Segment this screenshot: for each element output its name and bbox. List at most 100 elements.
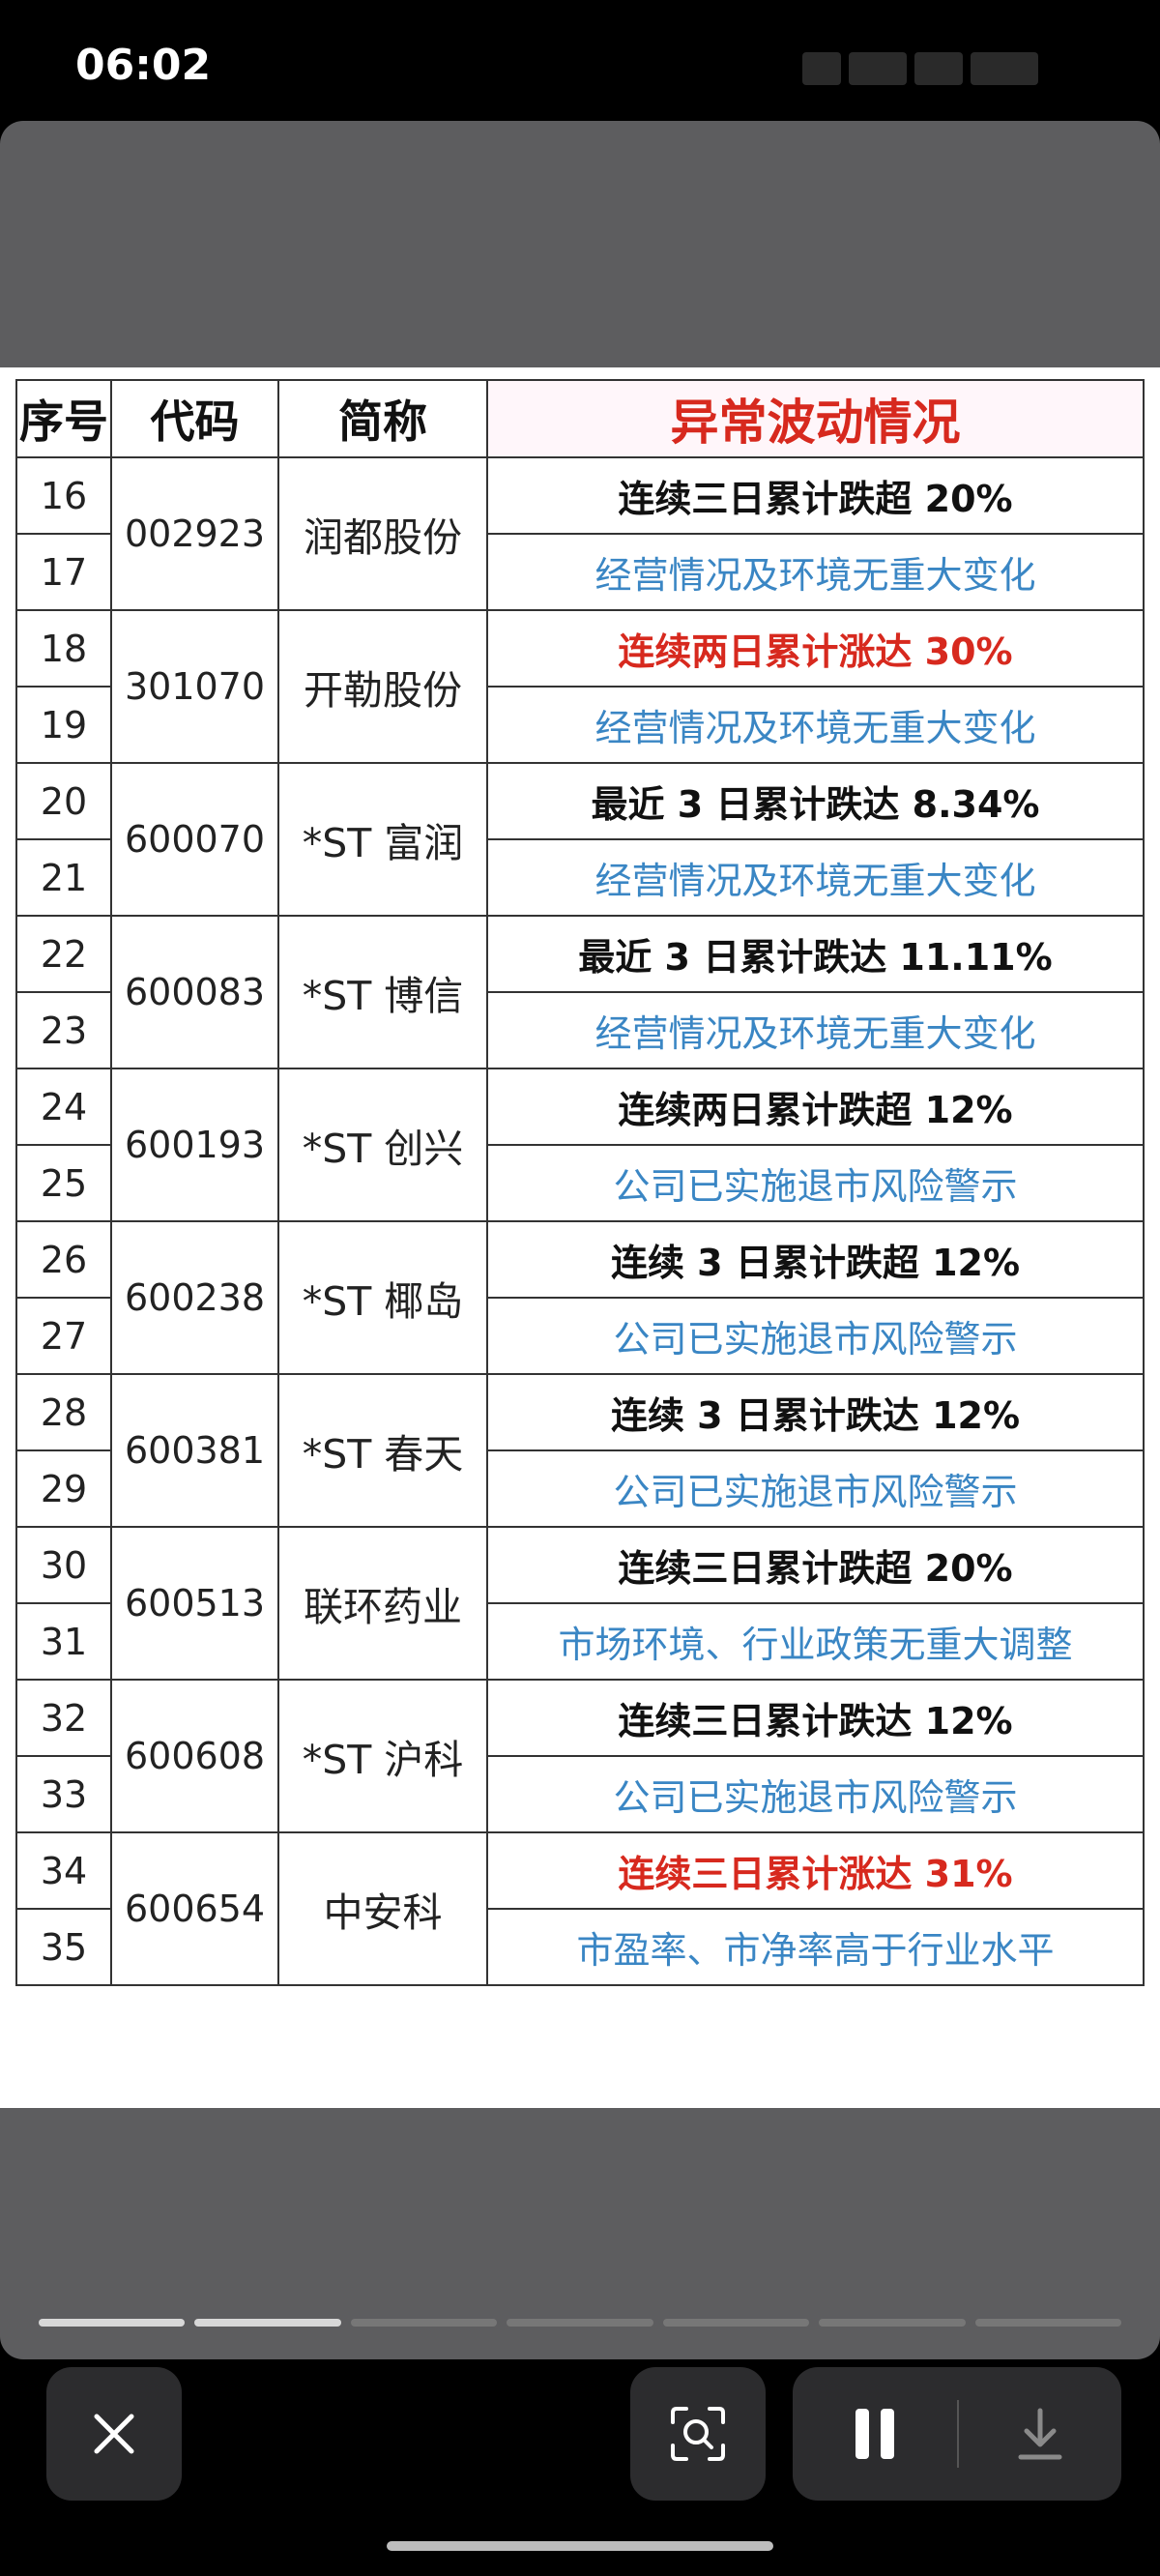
seq-cell: 28 — [15, 1373, 112, 1451]
situation-cell: 经营情况及环境无重大变化 — [486, 838, 1145, 917]
situation-cell: 连续两日累计跌超 12% — [486, 1068, 1145, 1146]
header-name: 简称 — [277, 379, 488, 458]
status-time: 06:02 — [75, 41, 212, 90]
code-cell: 002923 — [110, 456, 279, 611]
seq-cell: 17 — [15, 533, 112, 611]
home-indicator[interactable] — [387, 2541, 773, 2551]
table-row: 16 002923 润都股份 连续三日累计跌超 20% — [15, 456, 1145, 611]
seq-cell: 24 — [15, 1068, 112, 1146]
seq-cell: 31 — [15, 1602, 112, 1681]
close-icon — [94, 2414, 134, 2454]
seq-cell: 33 — [15, 1755, 112, 1833]
situation-cell: 市场环境、行业政策无重大调整 — [486, 1602, 1145, 1681]
code-cell: 600654 — [110, 1831, 279, 1986]
abnormal-fluctuation-table: 序号 代码 简称 异常波动情况 16 002923 润都股份 连续三日累计跌超 20%… — [15, 379, 1145, 1986]
name-cell: *ST 创兴 — [277, 1068, 488, 1222]
situation-cell: 经营情况及环境无重大变化 — [486, 686, 1145, 764]
situation-cell: 连续三日累计跌超 20% — [486, 1526, 1145, 1604]
table-row: 32 600608 *ST 沪科 连续三日累计跌达 12% — [15, 1679, 1145, 1833]
code-cell: 600238 — [110, 1220, 279, 1375]
table-row: 25 公司已实施退市风险警示 — [15, 1144, 1145, 1222]
situation-cell: 最近 3 日累计跌达 11.11% — [486, 915, 1145, 993]
table-body: 16 002923 润都股份 连续三日累计跌超 20% 17 经营情况及环境无重大变化 18… — [15, 456, 1145, 1986]
situation-cell: 连续两日累计涨达 30% — [486, 609, 1145, 688]
table-row: 29 公司已实施退市风险警示 — [15, 1449, 1145, 1528]
battery-icon — [971, 52, 1038, 85]
situation-cell: 连续 3 日累计跌达 12% — [486, 1373, 1145, 1451]
code-cell: 600083 — [110, 915, 279, 1069]
seq-cell: 27 — [15, 1297, 112, 1375]
status-icons — [802, 48, 1092, 89]
network-icon — [849, 52, 907, 85]
code-cell: 301070 — [110, 609, 279, 764]
progress-segment — [974, 2319, 1121, 2327]
seq-cell: 34 — [15, 1831, 112, 1910]
table-row: 35 市盈率、市净率高于行业水平 — [15, 1908, 1145, 1986]
name-cell: 润都股份 — [277, 456, 488, 611]
name-cell: 联环药业 — [277, 1526, 488, 1681]
pause-button[interactable] — [793, 2367, 957, 2501]
table-row: 19 经营情况及环境无重大变化 — [15, 686, 1145, 764]
situation-cell: 连续 3 日累计跌超 12% — [486, 1220, 1145, 1299]
story-image: 序号 代码 简称 异常波动情况 16 002923 润都股份 连续三日累计跌超 20%… — [0, 367, 1160, 2108]
code-cell: 600608 — [110, 1679, 279, 1833]
situation-cell: 连续三日累计跌超 20% — [486, 456, 1145, 535]
situation-cell: 公司已实施退市风险警示 — [486, 1297, 1145, 1375]
signal-icon — [802, 52, 841, 85]
seq-cell: 26 — [15, 1220, 112, 1299]
name-cell: *ST 椰岛 — [277, 1220, 488, 1375]
seq-cell: 22 — [15, 915, 112, 993]
story-progress — [39, 2319, 1121, 2328]
seq-cell: 20 — [15, 762, 112, 840]
image-search-button[interactable] — [630, 2367, 766, 2501]
table-row: 20 600070 *ST 富润 最近 3 日累计跌达 8.34% — [15, 762, 1145, 917]
name-cell: *ST 博信 — [277, 915, 488, 1069]
pause-icon — [856, 2409, 894, 2459]
playback-controls — [793, 2367, 1121, 2501]
seq-cell: 23 — [15, 991, 112, 1069]
header-seq: 序号 — [15, 379, 112, 458]
name-cell: *ST 富润 — [277, 762, 488, 917]
image-search-icon — [671, 2407, 725, 2461]
name-cell: 开勒股份 — [277, 609, 488, 764]
table-row: 22 600083 *ST 博信 最近 3 日累计跌达 11.11% — [15, 915, 1145, 1069]
wifi-icon — [914, 52, 963, 85]
header-code: 代码 — [110, 379, 279, 458]
table-row: 31 市场环境、行业政策无重大调整 — [15, 1602, 1145, 1681]
progress-segment — [507, 2319, 653, 2327]
seq-cell: 16 — [15, 456, 112, 535]
header-situation: 异常波动情况 — [486, 379, 1145, 458]
controls-divider — [957, 2400, 959, 2468]
status-bar: 06:02 — [0, 0, 1160, 121]
table-row: 24 600193 *ST 创兴 连续两日累计跌超 12% — [15, 1068, 1145, 1222]
seq-cell: 19 — [15, 686, 112, 764]
table-row: 26 600238 *ST 椰岛 连续 3 日累计跌超 12% — [15, 1220, 1145, 1375]
progress-segment — [819, 2319, 966, 2327]
table-row: 17 经营情况及环境无重大变化 — [15, 533, 1145, 611]
situation-cell: 最近 3 日累计跌达 8.34% — [486, 762, 1145, 840]
situation-cell: 连续三日累计涨达 31% — [486, 1831, 1145, 1910]
story-viewer[interactable]: 序号 代码 简称 异常波动情况 16 002923 润都股份 连续三日累计跌超 20%… — [0, 121, 1160, 2359]
table-row: 30 600513 联环药业 连续三日累计跌超 20% — [15, 1526, 1145, 1681]
table-row: 18 301070 开勒股份 连续两日累计涨达 30% — [15, 609, 1145, 764]
code-cell: 600381 — [110, 1373, 279, 1528]
code-cell: 600070 — [110, 762, 279, 917]
situation-cell: 公司已实施退市风险警示 — [486, 1755, 1145, 1833]
situation-cell: 公司已实施退市风险警示 — [486, 1144, 1145, 1222]
download-button[interactable] — [959, 2367, 1121, 2501]
code-cell: 600513 — [110, 1526, 279, 1681]
situation-cell: 市盈率、市净率高于行业水平 — [486, 1908, 1145, 1986]
seq-cell: 35 — [15, 1908, 112, 1986]
name-cell: 中安科 — [277, 1831, 488, 1986]
progress-segment — [39, 2319, 186, 2327]
progress-segment — [350, 2319, 498, 2327]
seq-cell: 32 — [15, 1679, 112, 1757]
table-row: 33 公司已实施退市风险警示 — [15, 1755, 1145, 1833]
close-button[interactable] — [46, 2367, 182, 2501]
progress-segment — [194, 2319, 341, 2327]
seq-cell: 29 — [15, 1449, 112, 1528]
situation-cell: 公司已实施退市风险警示 — [486, 1449, 1145, 1528]
name-cell: *ST 春天 — [277, 1373, 488, 1528]
table-row: 23 经营情况及环境无重大变化 — [15, 991, 1145, 1069]
situation-cell: 经营情况及环境无重大变化 — [486, 991, 1145, 1069]
